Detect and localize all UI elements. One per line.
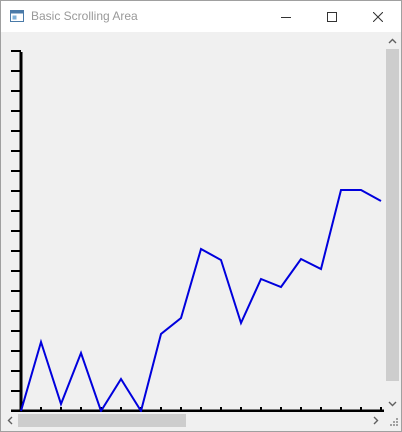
chart-ticks — [11, 50, 382, 411]
data-point — [160, 333, 162, 335]
scroll-right-button[interactable] — [367, 412, 384, 429]
horizontal-scrollbar[interactable] — [1, 412, 384, 429]
minimize-button[interactable] — [263, 1, 309, 32]
window-title: Basic Scrolling Area — [31, 9, 138, 23]
data-point — [60, 403, 62, 405]
data-point — [80, 352, 82, 354]
horizontal-scroll-thumb[interactable] — [18, 414, 186, 427]
scroll-down-button[interactable] — [384, 395, 401, 412]
size-grip[interactable] — [384, 412, 401, 429]
data-point — [220, 259, 222, 261]
size-grip-icon — [390, 418, 398, 426]
chevron-left-icon — [7, 416, 12, 425]
chart-points — [20, 189, 382, 412]
data-point — [280, 286, 282, 288]
data-point — [40, 341, 42, 343]
minimize-icon — [281, 16, 291, 18]
close-icon — [373, 11, 383, 22]
vertical-scrollbar[interactable] — [384, 32, 401, 412]
data-point — [260, 278, 262, 280]
title-bar[interactable]: Basic Scrolling Area — [1, 1, 401, 32]
series-line — [20, 189, 382, 412]
chevron-up-icon — [388, 38, 397, 43]
data-point — [360, 189, 362, 191]
data-point — [320, 268, 322, 270]
close-button[interactable] — [355, 1, 401, 32]
chart-axes — [11, 52, 384, 412]
app-icon — [10, 10, 24, 22]
scroll-viewport[interactable] — [1, 32, 384, 412]
data-point — [240, 322, 242, 324]
scroll-area[interactable] — [1, 32, 401, 431]
data-point — [200, 248, 202, 250]
scroll-up-button[interactable] — [384, 32, 401, 49]
data-point — [180, 317, 182, 319]
line-chart — [11, 50, 384, 412]
vertical-scroll-thumb[interactable] — [386, 49, 399, 381]
data-point — [340, 189, 342, 191]
data-point — [380, 200, 382, 202]
chevron-right-icon — [373, 416, 378, 425]
scroll-left-button[interactable] — [1, 412, 18, 429]
chevron-down-icon — [388, 401, 397, 406]
data-point — [300, 258, 302, 260]
maximize-button[interactable] — [309, 1, 355, 32]
maximize-icon — [327, 11, 337, 22]
data-point — [120, 378, 122, 380]
